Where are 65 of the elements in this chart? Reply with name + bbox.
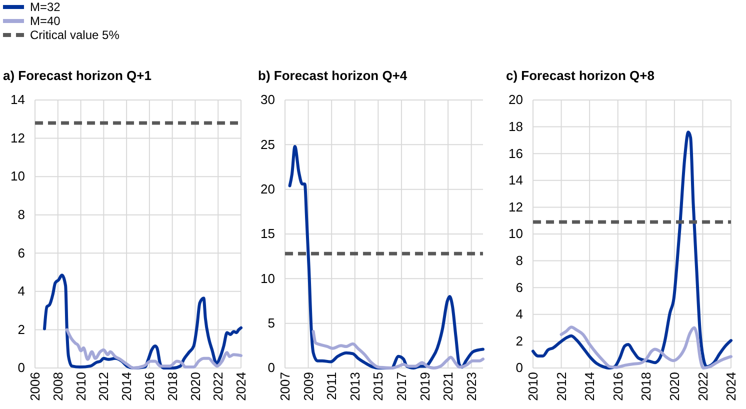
- x-tick-label: 2018: [638, 372, 654, 401]
- y-tick-label: 18: [508, 118, 523, 134]
- y-tick-label: 6: [18, 245, 25, 260]
- y-tick-label: 0: [18, 360, 25, 376]
- y-tick-label: 0: [268, 360, 275, 376]
- y-tick-label: 30: [260, 92, 275, 108]
- x-tick-label: 2011: [324, 372, 340, 400]
- y-tick-label: 12: [508, 199, 523, 214]
- line-series: [65, 328, 242, 370]
- x-tick-label: 2014: [119, 372, 134, 401]
- y-tick-label: 6: [516, 280, 523, 295]
- legend-label: Critical value 5%: [30, 28, 120, 42]
- x-tick-label: 2022: [695, 372, 710, 401]
- y-tick-label: 14: [508, 172, 523, 188]
- y-tick-label: 2: [18, 322, 25, 337]
- x-tick-label: 2019: [417, 372, 432, 401]
- y-tick-label: 0: [516, 360, 523, 376]
- x-tick-label: 2020: [666, 372, 682, 401]
- y-tick-label: 20: [260, 181, 275, 196]
- legend-label: M=40: [30, 14, 61, 28]
- line-series: [288, 144, 484, 370]
- x-tick-label: 2006: [28, 372, 43, 401]
- x-tick-label: 2007: [278, 372, 293, 401]
- y-tick-label: 10: [10, 168, 25, 184]
- line-series: [532, 130, 732, 370]
- y-tick-label: 4: [18, 284, 25, 299]
- chart-title: a) Forecast horizon Q+1: [3, 68, 152, 83]
- x-tick-label: 2016: [142, 372, 157, 401]
- chart-title: b) Forecast horizon Q+4: [258, 68, 408, 83]
- line-series: [312, 330, 484, 370]
- x-tick-label: 2012: [96, 372, 112, 401]
- y-tick-label: 10: [260, 270, 275, 286]
- y-tick-label: 10: [508, 226, 523, 242]
- y-tick-label: 2: [516, 333, 523, 348]
- x-tick-label: 2016: [610, 372, 626, 401]
- y-tick-label: 5: [268, 315, 275, 330]
- x-tick-label: 2024: [234, 372, 249, 401]
- x-tick-label: 2010: [526, 372, 541, 401]
- x-tick-label: 2017: [394, 372, 410, 401]
- x-tick-label: 2012: [554, 372, 569, 401]
- x-tick-label: 2014: [582, 372, 598, 401]
- y-tick-label: 8: [18, 207, 25, 222]
- x-tick-label: 2015: [370, 372, 386, 401]
- y-tick-label: 8: [516, 252, 523, 268]
- legend-label: M=32: [30, 0, 61, 14]
- line-series: [43, 274, 242, 370]
- y-tick-label: 16: [508, 146, 523, 161]
- chart-title: c) Forecast horizon Q+8: [506, 68, 654, 83]
- y-tick-label: 12: [10, 130, 25, 146]
- x-tick-label: 2024: [724, 372, 739, 401]
- y-tick-label: 4: [516, 306, 523, 322]
- x-tick-label: 2021: [440, 372, 456, 401]
- x-tick-label: 2023: [464, 372, 479, 401]
- line-series: [560, 326, 732, 370]
- x-tick-label: 2008: [50, 372, 66, 401]
- x-tick-label: 2018: [164, 372, 180, 401]
- x-tick-label: 2020: [188, 372, 203, 401]
- x-tick-label: 2013: [347, 372, 362, 401]
- x-tick-label: 2022: [210, 372, 226, 401]
- y-tick-label: 14: [10, 92, 25, 108]
- x-tick-label: 2009: [300, 372, 316, 401]
- y-tick-label: 25: [260, 136, 275, 152]
- y-tick-label: 20: [508, 92, 523, 108]
- x-tick-label: 2010: [73, 372, 88, 401]
- y-tick-label: 15: [260, 226, 275, 242]
